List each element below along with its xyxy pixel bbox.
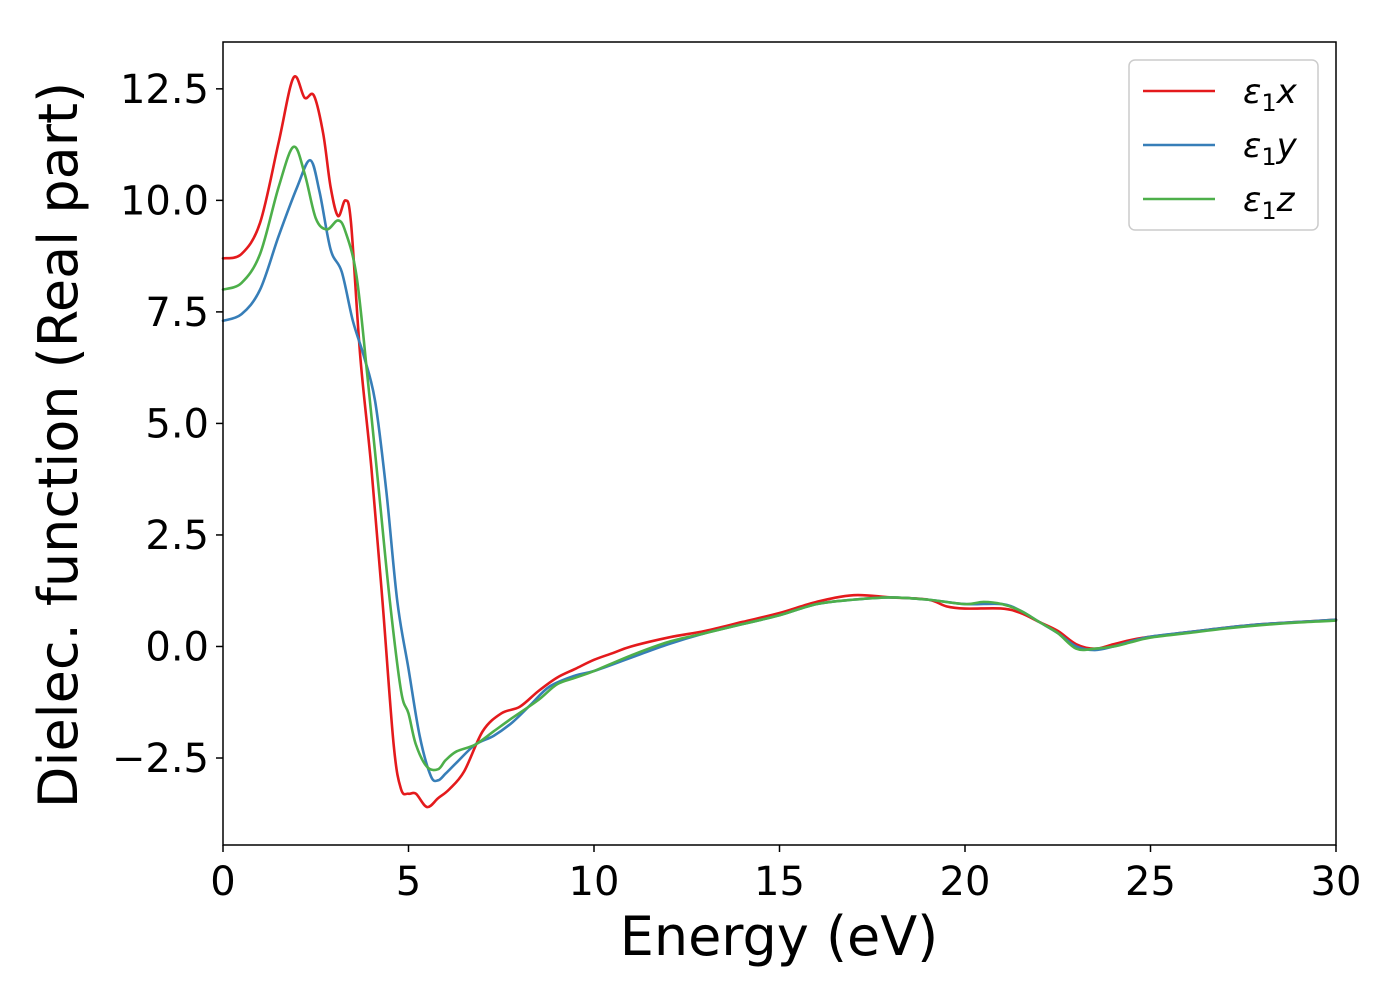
series-line-x (221, 74, 1338, 809)
x-tick-label: 30 (1311, 859, 1362, 905)
x-axis-ticks: 0 5 10 15 20 25 30 (210, 845, 1361, 905)
x-axis-label: Energy (eV) (620, 905, 939, 968)
x-tick-label: 15 (754, 859, 805, 905)
legend: ε1x ε1y ε1z (1128, 59, 1319, 231)
legend-label-x: ε1x (1243, 72, 1298, 117)
y-tick-label: 7.5 (145, 290, 209, 336)
y-axis-ticks: −2.5 0.0 2.5 5.0 7.5 10.0 12.5 (112, 67, 223, 782)
x-tick-label: 25 (1125, 859, 1176, 905)
series-line-z (221, 145, 1338, 772)
legend-label-z: ε1z (1243, 180, 1296, 225)
legend-entries: ε1x ε1y ε1z (1143, 72, 1298, 225)
y-tick-label: 5.0 (145, 401, 209, 447)
x-tick-label: 0 (210, 859, 235, 905)
x-tick-label: 10 (569, 859, 620, 905)
y-tick-label: 10.0 (120, 178, 209, 224)
x-tick-label: 5 (396, 859, 421, 905)
series-layer (221, 74, 1338, 809)
legend-box (1128, 59, 1319, 231)
x-tick-label: 20 (940, 859, 991, 905)
y-tick-label: 0.0 (145, 624, 209, 670)
y-axis-label: Dielec. function (Real part) (27, 82, 90, 808)
legend-label-y: ε1y (1243, 126, 1298, 171)
y-tick-label: −2.5 (112, 736, 209, 782)
y-tick-label: 2.5 (145, 513, 209, 559)
y-tick-label: 12.5 (120, 67, 209, 113)
